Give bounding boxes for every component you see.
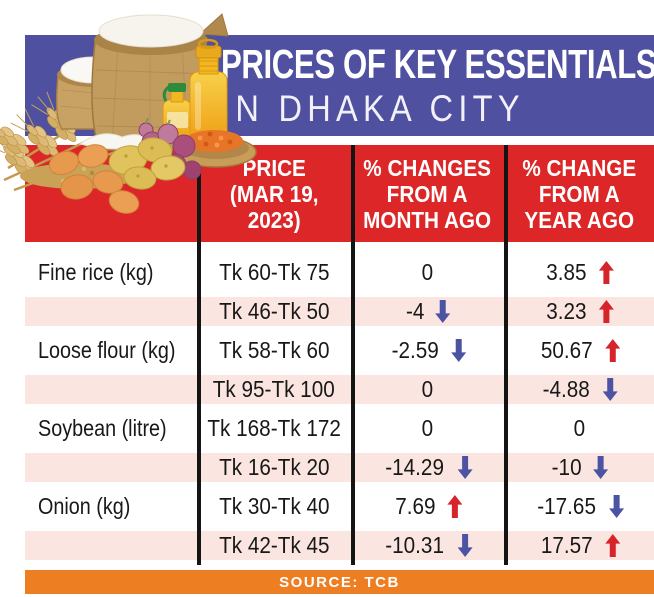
- month-change-value: -14.29: [385, 454, 445, 480]
- table-row: Tk 42-Tk 45 -10.31 17.57: [25, 526, 654, 565]
- month-change-arrow-icon: [457, 456, 473, 479]
- month-change-arrow-icon: [447, 495, 463, 518]
- year-change-arrow-icon: [602, 378, 618, 401]
- column-divider: [197, 145, 201, 565]
- month-change-arrow-icon: [435, 300, 451, 323]
- table-row: Tk 46-Tk 50 -4 3.23: [25, 292, 654, 331]
- price-value: Tk 16-Tk 20: [218, 454, 330, 480]
- header-cell-year-change: % CHANGE FROM A YEAR AGO: [522, 154, 636, 233]
- potatoes-icon: [108, 137, 186, 190]
- year-change-arrow-icon: [598, 261, 614, 284]
- year-change-value: -4.88: [542, 376, 591, 402]
- lentils-bowl-icon: [175, 130, 257, 168]
- header-cell-price: PRICE (MAR 19, 2023): [229, 154, 319, 233]
- month-change-value: 0: [421, 259, 434, 285]
- table-row: Onion (kg) Tk 30-Tk 40 7.69 -17.65: [25, 487, 654, 526]
- year-change-value: 50.67: [540, 337, 593, 363]
- table-row: Soybean (litre) Tk 168-Tk 172 0 0: [25, 409, 654, 448]
- price-value: Tk 95-Tk 100: [213, 376, 335, 402]
- price-value: Tk 58-Tk 60: [218, 337, 330, 363]
- year-change-arrow-icon: [593, 456, 609, 479]
- year-change-arrow-icon: [598, 300, 614, 323]
- year-change-value: 0: [573, 415, 585, 441]
- eggs-icon: [48, 144, 140, 214]
- item-label: Fine rice (kg): [38, 259, 154, 285]
- price-value: Tk 46-Tk 50: [218, 298, 330, 324]
- item-label: Onion (kg): [38, 493, 131, 519]
- year-change-value: 17.57: [540, 532, 593, 558]
- table-row: Fine rice (kg) Tk 60-Tk 75 0 3.85: [25, 253, 654, 292]
- month-change-value: 0: [421, 376, 434, 402]
- price-value: Tk 30-Tk 40: [218, 493, 330, 519]
- month-change-value: -2.59: [391, 337, 439, 363]
- table-header: PRICE (MAR 19, 2023) % CHANGES FROM A MO…: [25, 145, 654, 242]
- price-value: Tk 168-Tk 172: [207, 415, 341, 441]
- column-divider: [504, 145, 508, 565]
- table-row: Tk 95-Tk 100 0 -4.88: [25, 370, 654, 409]
- month-change-arrow-icon: [457, 534, 473, 557]
- month-change-value: 0: [421, 415, 434, 441]
- page-subtitle: IN DHAKA CITY: [221, 88, 525, 129]
- page-title: PRICES OF KEY ESSENTIALS: [221, 41, 654, 87]
- source-bar: SOURCE: TCB: [25, 570, 654, 594]
- year-change-arrow-icon: [609, 495, 625, 518]
- item-label: Soybean (litre): [38, 415, 167, 441]
- month-change-value: -10.31: [385, 532, 445, 558]
- month-change-value: -4: [405, 298, 425, 324]
- table-row: Tk 16-Tk 20 -14.29 -10: [25, 448, 654, 487]
- header-cell-month-change: % CHANGES FROM A MONTH AGO: [363, 154, 492, 233]
- table-body: Fine rice (kg) Tk 60-Tk 75 0 3.85 Tk 46-…: [25, 253, 654, 565]
- food-collage-illustration: [0, 13, 257, 214]
- year-change-value: 3.23: [546, 298, 587, 324]
- price-value: Tk 42-Tk 45: [218, 532, 330, 558]
- oil-bottle-icon: [162, 38, 228, 143]
- year-change-value: 3.85: [546, 259, 587, 285]
- month-change-arrow-icon: [451, 339, 467, 362]
- table-row: Loose flour (kg) Tk 58-Tk 60 -2.59 50.67: [25, 331, 654, 370]
- column-divider: [351, 145, 355, 565]
- month-change-value: 7.69: [394, 493, 436, 519]
- source-label: SOURCE: TCB: [279, 573, 400, 591]
- year-change-value: -10: [551, 454, 582, 480]
- price-value: Tk 60-Tk 75: [218, 259, 330, 285]
- year-change-arrow-icon: [605, 339, 621, 362]
- year-change-arrow-icon: [605, 534, 621, 557]
- item-label: Loose flour (kg): [38, 337, 176, 363]
- year-change-value: -17.65: [537, 493, 596, 519]
